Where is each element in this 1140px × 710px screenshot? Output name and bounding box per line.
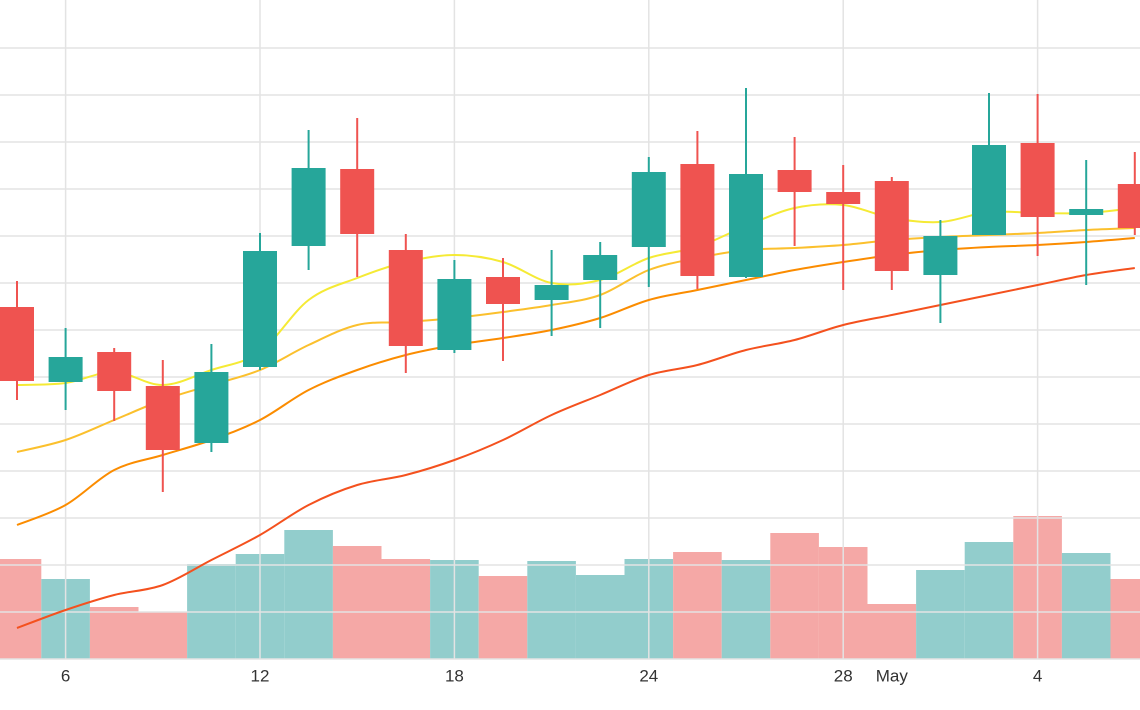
volume-bar xyxy=(867,604,917,659)
volume-bar xyxy=(1110,579,1140,659)
volume-bar xyxy=(527,561,576,659)
volume-bar xyxy=(478,576,528,659)
volume-bar xyxy=(138,612,188,659)
candle-body xyxy=(729,174,763,277)
x-tick-label: 6 xyxy=(61,666,70,685)
candle-body xyxy=(48,357,83,382)
x-tick-label: May xyxy=(876,666,909,685)
x-tick-label: 4 xyxy=(1033,666,1042,685)
candle-body xyxy=(388,250,423,346)
candle-body xyxy=(972,145,1006,235)
candle-body xyxy=(291,168,326,246)
ma-line xyxy=(16,227,1135,453)
volume-bar xyxy=(89,607,139,659)
volume-bar xyxy=(575,575,625,659)
candle-body xyxy=(243,251,277,367)
x-tick-label: 12 xyxy=(251,666,270,685)
candle-body xyxy=(97,352,132,391)
candle-body xyxy=(631,172,666,247)
candle-body xyxy=(1069,209,1104,215)
candle-body xyxy=(777,170,812,192)
x-tick-label: 18 xyxy=(445,666,464,685)
x-tick-label: 24 xyxy=(639,666,658,685)
candle-body xyxy=(1020,143,1055,217)
candle-body xyxy=(583,255,618,280)
candle-body xyxy=(874,181,909,271)
candle-body xyxy=(923,236,958,275)
candle-body xyxy=(145,386,180,450)
candle-body xyxy=(437,279,472,350)
volume-bar xyxy=(284,530,333,659)
x-tick-label: 28 xyxy=(834,666,853,685)
ma-line xyxy=(16,267,1135,629)
volume-bar xyxy=(0,559,42,659)
candle-body xyxy=(340,169,375,234)
volume-bar xyxy=(381,559,431,659)
candle-body xyxy=(194,372,229,443)
volume-bar xyxy=(770,533,819,659)
volume-bar xyxy=(673,552,722,659)
candle-body xyxy=(534,285,569,300)
volume-bar xyxy=(1061,553,1111,659)
volume-bar xyxy=(332,546,382,659)
candle-body xyxy=(680,164,715,276)
candle-body xyxy=(1117,184,1140,228)
volume-bar xyxy=(721,560,771,659)
candle-body xyxy=(826,192,861,204)
volume-bar xyxy=(916,570,965,659)
candle-body xyxy=(486,277,520,304)
volume-bar xyxy=(964,542,1014,659)
ma-line xyxy=(16,237,1135,526)
ma-line xyxy=(16,203,1135,387)
candle-body xyxy=(0,307,34,381)
